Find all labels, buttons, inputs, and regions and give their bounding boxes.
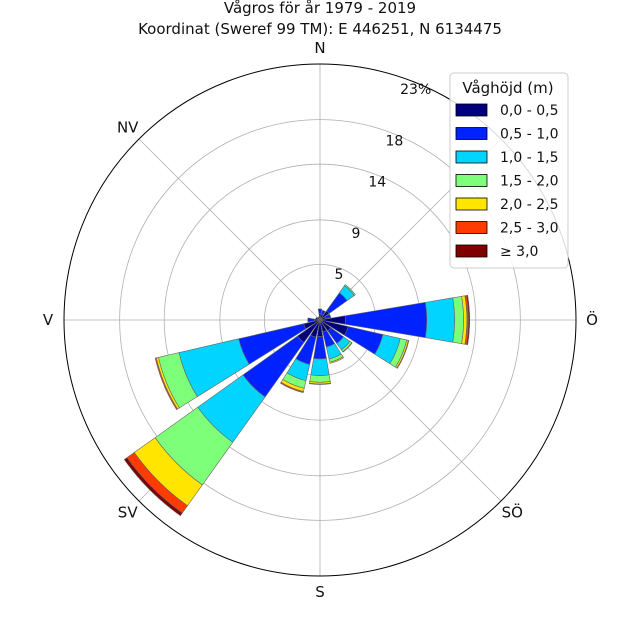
rose-bar-segment (452, 295, 464, 345)
radial-tick-label: 9 (352, 226, 361, 242)
legend-swatch (455, 127, 488, 140)
direction-label: S (315, 583, 325, 601)
rose-bar-segment (342, 342, 353, 353)
direction-label: N (314, 39, 325, 57)
rose-bar-segment (396, 340, 410, 369)
radial-tick-label: 23% (400, 82, 431, 98)
legend-label: 1,0 - 1,5 (500, 150, 558, 166)
direction-label: NV (117, 119, 139, 137)
legend-label: ≥ 3,0 (500, 244, 538, 260)
rose-bar-segment (344, 284, 356, 296)
rose-bar-segment (280, 381, 304, 394)
rose-bar-segment (466, 294, 470, 346)
outer-ring (63, 63, 577, 577)
legend: Våghöjd (m) 0,0 - 0,5 0,5 - 1,0 1,0 - 1,5 1… (449, 72, 569, 269)
legend-swatch (455, 221, 488, 234)
legend-swatch (455, 103, 488, 117)
legend-title: Våghöjd (m) (462, 79, 553, 97)
rose-bar-segment (425, 297, 455, 343)
radial-tick-label: 14 (368, 175, 386, 191)
legend-label: 1,5 - 2,0 (500, 174, 558, 190)
grid-spoke (138, 138, 321, 321)
grid-spoke (319, 319, 502, 502)
chart-title: Vågros för år 1979 - 2019 (224, 0, 416, 17)
rose-bar-segment (309, 374, 331, 383)
rose-bar-segment (154, 357, 178, 411)
legend-box (449, 72, 569, 269)
direction-label: V (43, 311, 54, 329)
legend-label: 2,0 - 2,5 (500, 197, 558, 213)
direction-label: Ö (586, 310, 598, 329)
rose-bars (123, 284, 470, 517)
rose-bar-segment (324, 313, 332, 320)
legend-label: 0,5 - 1,0 (500, 127, 558, 143)
rose-bar-segment (329, 356, 345, 364)
rose-bar-segment (317, 308, 323, 314)
legend-swatch (455, 174, 488, 187)
legend-label: 0,0 - 0,5 (500, 103, 558, 119)
chart-subtitle: Koordinat (Sweref 99 TM): E 446251, N 61… (138, 20, 502, 38)
direction-labels: N Ö SÖ S SV V NV (43, 39, 598, 601)
rose-bar-segment (317, 316, 321, 321)
direction-label: SÖ (502, 502, 523, 521)
rose-bar-segment (123, 457, 183, 517)
legend-swatch (455, 244, 488, 258)
rose-bar-segment (310, 358, 330, 376)
rose-bar-segment (307, 317, 315, 323)
rose-bar-segment (320, 309, 326, 316)
legend-label: 2,5 - 3,0 (500, 221, 558, 237)
rose-bar-segment (309, 382, 331, 385)
radial-tick-labels: 5 9 14 18 23% (335, 82, 432, 283)
radial-tick-label: 5 (335, 267, 344, 283)
legend-swatch (455, 150, 488, 164)
radial-tick-label: 18 (385, 133, 403, 149)
legend-swatch (455, 197, 488, 211)
direction-label: SV (118, 503, 139, 521)
